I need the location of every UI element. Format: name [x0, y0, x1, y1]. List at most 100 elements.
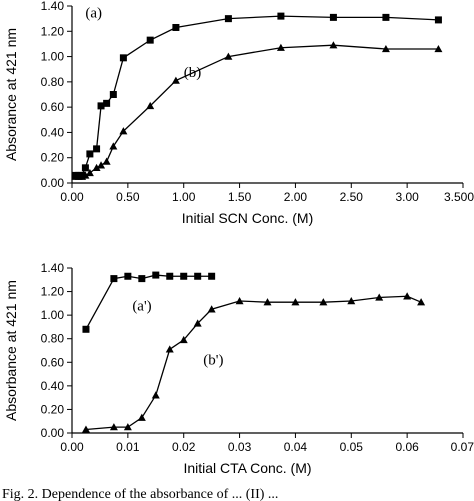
- x-tick-label: 1.00: [172, 190, 196, 204]
- data-point-triangle: [417, 298, 426, 306]
- data-point-square: [434, 16, 442, 24]
- data-point-square: [86, 150, 94, 158]
- x-tick-label: 0.04: [284, 440, 308, 454]
- data-point-square: [97, 102, 105, 110]
- y-tick-label: 0.40: [41, 379, 65, 393]
- series-label: (a): [85, 5, 102, 21]
- x-tick-label: 0.03: [228, 440, 252, 454]
- series-line: [75, 44, 439, 178]
- data-point-square: [329, 13, 337, 21]
- data-point-square: [194, 272, 202, 280]
- x-tick-label: 0.06: [395, 440, 419, 454]
- data-point-triangle: [207, 305, 216, 313]
- y-tick-label: 0.40: [41, 125, 65, 139]
- y-tick-label: 0.60: [41, 100, 65, 114]
- data-point-triangle: [381, 44, 390, 53]
- y-axis-title: Absorance at 421 nm: [3, 28, 19, 161]
- data-point-square: [93, 145, 101, 153]
- data-point-triangle: [97, 161, 106, 169]
- y-tick-label: 1.40: [41, 261, 65, 275]
- x-axis-title: Initial SCN Conc. (M): [182, 210, 313, 226]
- data-point-triangle: [179, 335, 188, 344]
- y-tick-label: 0.20: [41, 402, 65, 416]
- series-line: [75, 15, 439, 177]
- series-line: [85, 295, 422, 431]
- x-tick-label: 2.00: [284, 190, 308, 204]
- x-tick-label: 0.07: [451, 440, 474, 454]
- data-point-triangle: [434, 44, 443, 53]
- data-point-triangle: [109, 423, 118, 431]
- data-point-triangle: [319, 298, 328, 306]
- data-point-triangle: [375, 293, 384, 301]
- data-point-triangle: [92, 163, 101, 172]
- y-tick-label: 0.80: [41, 332, 65, 346]
- data-point-triangle: [403, 292, 412, 300]
- data-point-square: [110, 275, 118, 283]
- figure-caption: Fig. 2. Dependence of the absorbance of …: [2, 487, 278, 501]
- data-point-triangle: [171, 76, 180, 84]
- data-point-triangle: [263, 298, 272, 306]
- data-point-triangle: [329, 41, 338, 49]
- x-tick-label: 1.50: [228, 190, 252, 204]
- data-point-square: [172, 23, 180, 31]
- data-point-square: [146, 36, 154, 44]
- y-tick-label: 1.20: [41, 24, 65, 38]
- data-point-triangle: [165, 345, 174, 353]
- data-point-square: [152, 271, 160, 279]
- data-point-triangle: [347, 297, 356, 305]
- data-point-triangle: [291, 298, 300, 306]
- x-tick-label: 0.02: [172, 440, 196, 454]
- y-tick-label: 0.60: [41, 355, 65, 369]
- data-point-triangle: [81, 171, 90, 179]
- data-point-triangle: [193, 319, 202, 327]
- data-point-square: [208, 272, 216, 280]
- data-point-triangle: [123, 423, 132, 431]
- data-point-square: [138, 275, 146, 283]
- data-point-square: [180, 272, 188, 280]
- x-tick-label: 0.50: [116, 190, 140, 204]
- chart-scn: 0.00 0.20 0.40 0.60 0.80 1.00 1.20 1.40 0.00 0.50…: [3, 0, 474, 226]
- data-point-triangle: [137, 413, 146, 421]
- x-tick-label: 0.01: [116, 440, 140, 454]
- data-point-triangle: [276, 43, 285, 51]
- y-axis-title: Absorbance at 421 nm: [3, 280, 19, 421]
- data-point-square: [81, 164, 89, 172]
- y-tick-label: 0.80: [41, 75, 65, 89]
- series-label: (b): [184, 65, 202, 81]
- data-point-triangle: [235, 297, 244, 305]
- series-label: (b'): [203, 353, 223, 369]
- x-tick-label: 3.00: [395, 190, 419, 204]
- x-tick-label: 0.00: [60, 190, 84, 204]
- y-tick-label: 0.00: [41, 176, 65, 190]
- y-tick-label: 1.00: [41, 308, 65, 322]
- data-point-square: [82, 325, 90, 333]
- data-point-square: [277, 12, 285, 20]
- data-point-triangle: [81, 425, 90, 433]
- data-point-square: [382, 13, 390, 21]
- data-point-triangle: [119, 127, 128, 135]
- data-point-square: [166, 272, 174, 280]
- x-tick-label: 3.500: [444, 190, 474, 204]
- data-point-square: [119, 54, 127, 62]
- data-point-triangle: [151, 391, 160, 399]
- x-tick-label: 2.50: [340, 190, 364, 204]
- y-tick-label: 1.40: [41, 0, 65, 13]
- series-label: (a'): [132, 298, 151, 314]
- data-point-triangle: [85, 168, 94, 177]
- y-tick-label: 0.20: [41, 151, 65, 165]
- y-tick-label: 0.00: [41, 426, 65, 440]
- x-tick-label: 0.00: [60, 440, 84, 454]
- x-axis-title: Initial CTA Conc. (M): [183, 460, 311, 476]
- data-point-square: [103, 99, 111, 107]
- data-point-square: [124, 272, 132, 280]
- chart-cta: 0.00 0.20 0.40 0.60 0.80 1.00 1.20 1.40 0.00 0.01…: [3, 261, 474, 476]
- data-point-triangle: [102, 157, 111, 165]
- data-point-triangle: [146, 101, 155, 110]
- data-point-square: [224, 15, 232, 23]
- y-tick-label: 1.20: [41, 285, 65, 299]
- data-point-triangle: [224, 52, 233, 60]
- x-tick-label: 0.05: [340, 440, 364, 454]
- y-tick-label: 1.00: [41, 50, 65, 64]
- data-point-square: [109, 91, 117, 98]
